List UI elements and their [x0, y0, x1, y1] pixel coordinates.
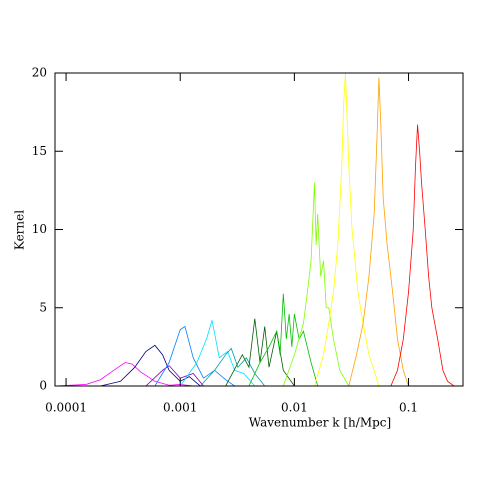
series-line	[179, 320, 256, 386]
y-tick-label: 0	[39, 379, 47, 393]
series-line	[225, 318, 295, 386]
y-tick-label: 5	[39, 300, 47, 314]
series-line	[314, 73, 380, 386]
plot-area	[55, 73, 455, 386]
x-axis-label: Wavenumber k [h/Mpc]	[249, 416, 391, 430]
y-tick-label: 15	[32, 144, 47, 158]
y-axis-label: Kernel	[13, 210, 27, 250]
series-line	[200, 347, 266, 386]
y-tick-label: 10	[32, 222, 47, 236]
series-line	[390, 124, 455, 386]
x-tick-label: 0.01	[281, 401, 308, 415]
series-line	[282, 182, 350, 386]
x-tick-label: 0.0001	[45, 401, 87, 415]
x-tick-label: 0.1	[399, 401, 418, 415]
series-line	[145, 365, 204, 386]
y-tick-label: 20	[32, 66, 47, 80]
series-line	[55, 362, 194, 386]
series-line	[248, 293, 319, 386]
plot-frame	[54, 72, 464, 387]
series-line	[348, 77, 409, 386]
x-tick-label: 0.001	[163, 401, 197, 415]
series-line	[100, 344, 201, 386]
series-line	[154, 325, 235, 386]
